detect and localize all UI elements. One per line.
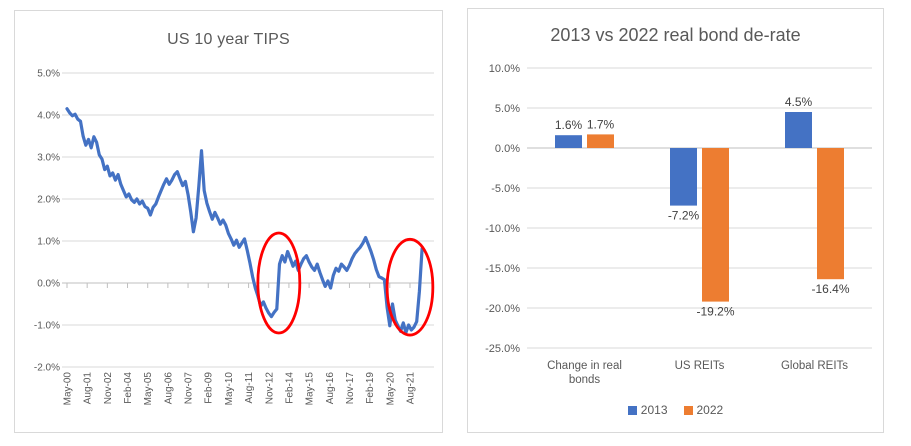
bar-data-label: 1.7%: [587, 117, 615, 131]
category-label: Global REITs: [781, 360, 848, 372]
y-tick-label: 3.0%: [37, 153, 60, 164]
bar-2013-change-in-real-bonds: [555, 135, 582, 148]
y-tick-label: -20.0%: [485, 303, 520, 315]
x-tick-label: Nov-17: [345, 372, 356, 405]
bar-2022-change-in-real-bonds: [587, 134, 614, 148]
x-tick-label: Aug-11: [244, 372, 255, 404]
category-label: Change in real bonds: [547, 360, 622, 386]
y-tick-label: -10.0%: [485, 223, 520, 235]
2013-real-bond-derate-highlight-ellipse: [256, 231, 302, 335]
x-tick-label: Nov-02: [103, 372, 114, 405]
x-tick-label: Aug-01: [83, 372, 94, 405]
legend-item-2013: 2013: [627, 403, 668, 417]
y-tick-label: -2.0%: [34, 363, 60, 374]
tips-yield-line: [65, 107, 424, 335]
legend-swatch-2022-icon: [683, 405, 693, 415]
x-tick-label: May-15: [305, 372, 316, 406]
x-tick-label: Nov-07: [184, 372, 195, 405]
y-tick-label: 4.0%: [37, 111, 60, 122]
x-tick-label: Aug-16: [325, 372, 336, 405]
y-tick-label: 5.0%: [37, 69, 60, 80]
y-tick-label: -15.0%: [485, 263, 520, 275]
y-tick-label: -25.0%: [485, 343, 520, 355]
x-tick-label: May-00: [63, 372, 74, 406]
x-tick-label: Aug-06: [163, 372, 174, 405]
category-label: US REITs: [675, 360, 725, 372]
bar-2022-global-reits: [817, 148, 844, 280]
2022-real-bond-derate-highlight-ellipse: [385, 237, 435, 337]
y-tick-label: 0.0%: [495, 143, 520, 155]
tips-chart-title: US 10 year TIPS: [167, 31, 290, 48]
derate-chart-card: 2013 vs 2022 real bond de-rate 10.0% 5.0%…: [467, 8, 884, 433]
y-tick-label: 10.0%: [489, 63, 520, 75]
tips-chart-card: US 10 year TIPS 5.0% 4.0% 3.0% 2.0% 1.0% 0.0%…: [14, 10, 443, 433]
bar-data-label: -7.2%: [668, 209, 700, 223]
x-tick-label: Nov-12: [264, 372, 275, 405]
y-tick-label: 2.0%: [37, 195, 60, 206]
legend-label-2013: 2013: [640, 403, 668, 417]
bar-2022-us-reits: [702, 148, 729, 302]
y-tick-label: 5.0%: [495, 103, 520, 115]
derate-legend: 2013 2022: [468, 403, 883, 417]
tips-line-chart: 5.0% 4.0% 3.0% 2.0% 1.0% 0.0% -1.0% -2.0%May-00…: [34, 69, 435, 406]
y-tick-label: 0.0%: [37, 279, 60, 290]
bar-data-label: 4.5%: [785, 95, 813, 109]
x-tick-label: Feb-19: [365, 372, 376, 404]
x-tick-label: Aug-21: [405, 372, 416, 405]
legend-label-2022: 2022: [696, 403, 724, 417]
bar-2013-global-reits: [785, 112, 812, 148]
derate-bar-chart: 10.0% 5.0% 0.0% -5.0% -10.0% -15.0% -20.0% -25.…: [485, 63, 872, 386]
legend-swatch-2013-icon: [627, 405, 637, 415]
x-tick-label: Feb-14: [284, 372, 295, 404]
y-tick-label: -1.0%: [34, 321, 60, 332]
legend-item-2022: 2022: [683, 403, 724, 417]
y-tick-label: -5.0%: [491, 183, 520, 195]
y-tick-label: 1.0%: [37, 237, 60, 248]
x-tick-label: Feb-09: [204, 372, 215, 404]
derate-chart-title: 2013 vs 2022 real bond de-rate: [550, 25, 801, 45]
x-tick-label: Feb-04: [123, 372, 134, 404]
x-tick-label: May-10: [224, 372, 235, 406]
bar-data-label: -19.2%: [696, 305, 734, 319]
x-tick-label: May-20: [385, 372, 396, 406]
bar-data-label: 1.6%: [555, 118, 583, 132]
bar-2013-us-reits: [670, 148, 697, 206]
x-tick-label: May-05: [143, 372, 154, 406]
bar-data-label: -16.4%: [811, 282, 849, 296]
